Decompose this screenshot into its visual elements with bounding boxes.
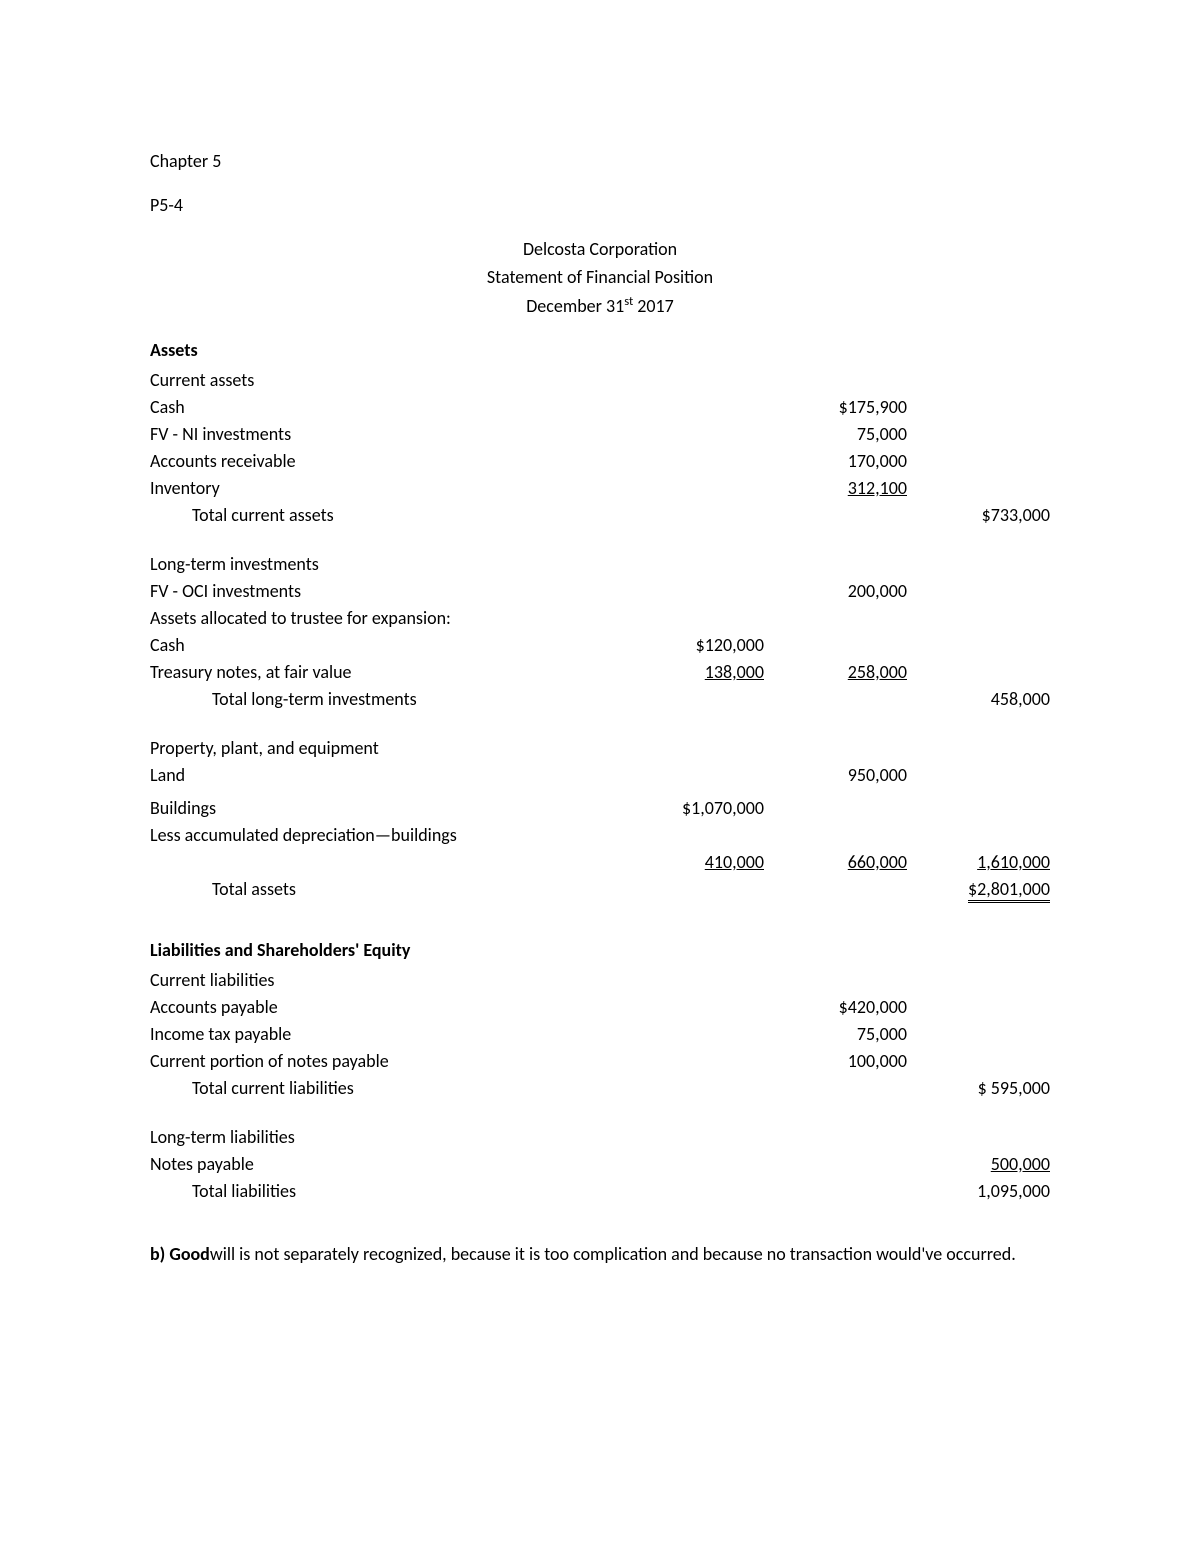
tax-label: Income tax payable [150,1021,621,1048]
ar-value: 170,000 [764,448,907,475]
note-b-bold: Good [169,1243,209,1265]
total-current-assets-label: Total current assets [150,502,621,529]
total-assets-value: $2,801,000 [968,878,1050,903]
statement-date: December 31st 2017 [150,294,1050,317]
treasury-label: Treasury notes, at fair value [150,659,621,686]
total-cl-value: $ 595,000 [907,1075,1050,1102]
total-lti-label: Total long-term investments [150,686,621,713]
ppe-total-value: 1,610,000 [977,851,1050,873]
total-assets-label: Total assets [150,876,621,903]
total-cl-label: Total current liabilities [150,1075,621,1102]
net-buildings-value: 660,000 [848,851,907,873]
land-value: 950,000 [764,762,907,789]
treasury-sum: 258,000 [848,661,907,683]
accdep-value: 410,000 [705,851,764,873]
inventory-label: Inventory [150,475,621,502]
ap-label: Accounts payable [150,994,621,1021]
company-name: Delcosta Corporation [150,238,1050,260]
trustee-cash-label: Cash [150,632,621,659]
ppe-heading: Property, plant, and equipment [150,735,621,762]
np-value: 500,000 [991,1153,1050,1175]
ltl-heading: Long-term liabilities [150,1124,621,1151]
note-b-text: will is not separately recognized, becau… [210,1243,1016,1265]
cash-value: $175,900 [764,394,907,421]
cash-label: Cash [150,394,621,421]
fv-ni-label: FV - NI investments [150,421,621,448]
fv-oci-label: FV - OCI investments [150,578,621,605]
current-assets-heading: Current assets [150,367,621,394]
total-liab-label: Total liabilities [150,1178,621,1205]
ap-value: $420,000 [764,994,907,1021]
date-prefix: December 31 [526,295,624,317]
inventory-value: 312,100 [848,477,907,499]
total-liab-value: 1,095,000 [907,1178,1050,1205]
date-suffix: st [624,294,633,309]
chapter-label: Chapter 5 [150,150,1050,172]
fv-ni-value: 75,000 [764,421,907,448]
lse-heading: Liabilities and Shareholders' Equity [150,939,1050,961]
total-lti-value: 458,000 [907,686,1050,713]
trustee-label: Assets allocated to trustee for expansio… [150,605,621,632]
current-liab-heading: Current liabilities [150,967,621,994]
treasury-value: 138,000 [705,661,764,683]
financial-statement-page: Chapter 5 P5-4 Delcosta Corporation Stat… [0,0,1200,1553]
note-b: b) Goodwill is not separately recognized… [150,1241,1050,1268]
date-year: 2017 [633,295,674,317]
total-current-assets-value: $733,000 [907,502,1050,529]
buildings-label: Buildings [150,795,621,822]
fv-oci-value: 200,000 [764,578,907,605]
note-b-prefix: b) [150,1243,169,1265]
tax-value: 75,000 [764,1021,907,1048]
land-label: Land [150,762,621,789]
lti-heading: Long-term investments [150,551,621,578]
np-label: Notes payable [150,1151,621,1178]
ar-label: Accounts receivable [150,448,621,475]
cpnp-value: 100,000 [764,1048,907,1075]
accdep-label: Less accumulated depreciation—buildings [150,822,621,849]
cpnp-label: Current portion of notes payable [150,1048,621,1075]
buildings-value: $1,070,000 [621,795,764,822]
trustee-cash-value: $120,000 [621,632,764,659]
assets-heading: Assets [150,339,1050,361]
statement-title: Statement of Financial Position [150,266,1050,288]
problem-label: P5-4 [150,194,1050,216]
